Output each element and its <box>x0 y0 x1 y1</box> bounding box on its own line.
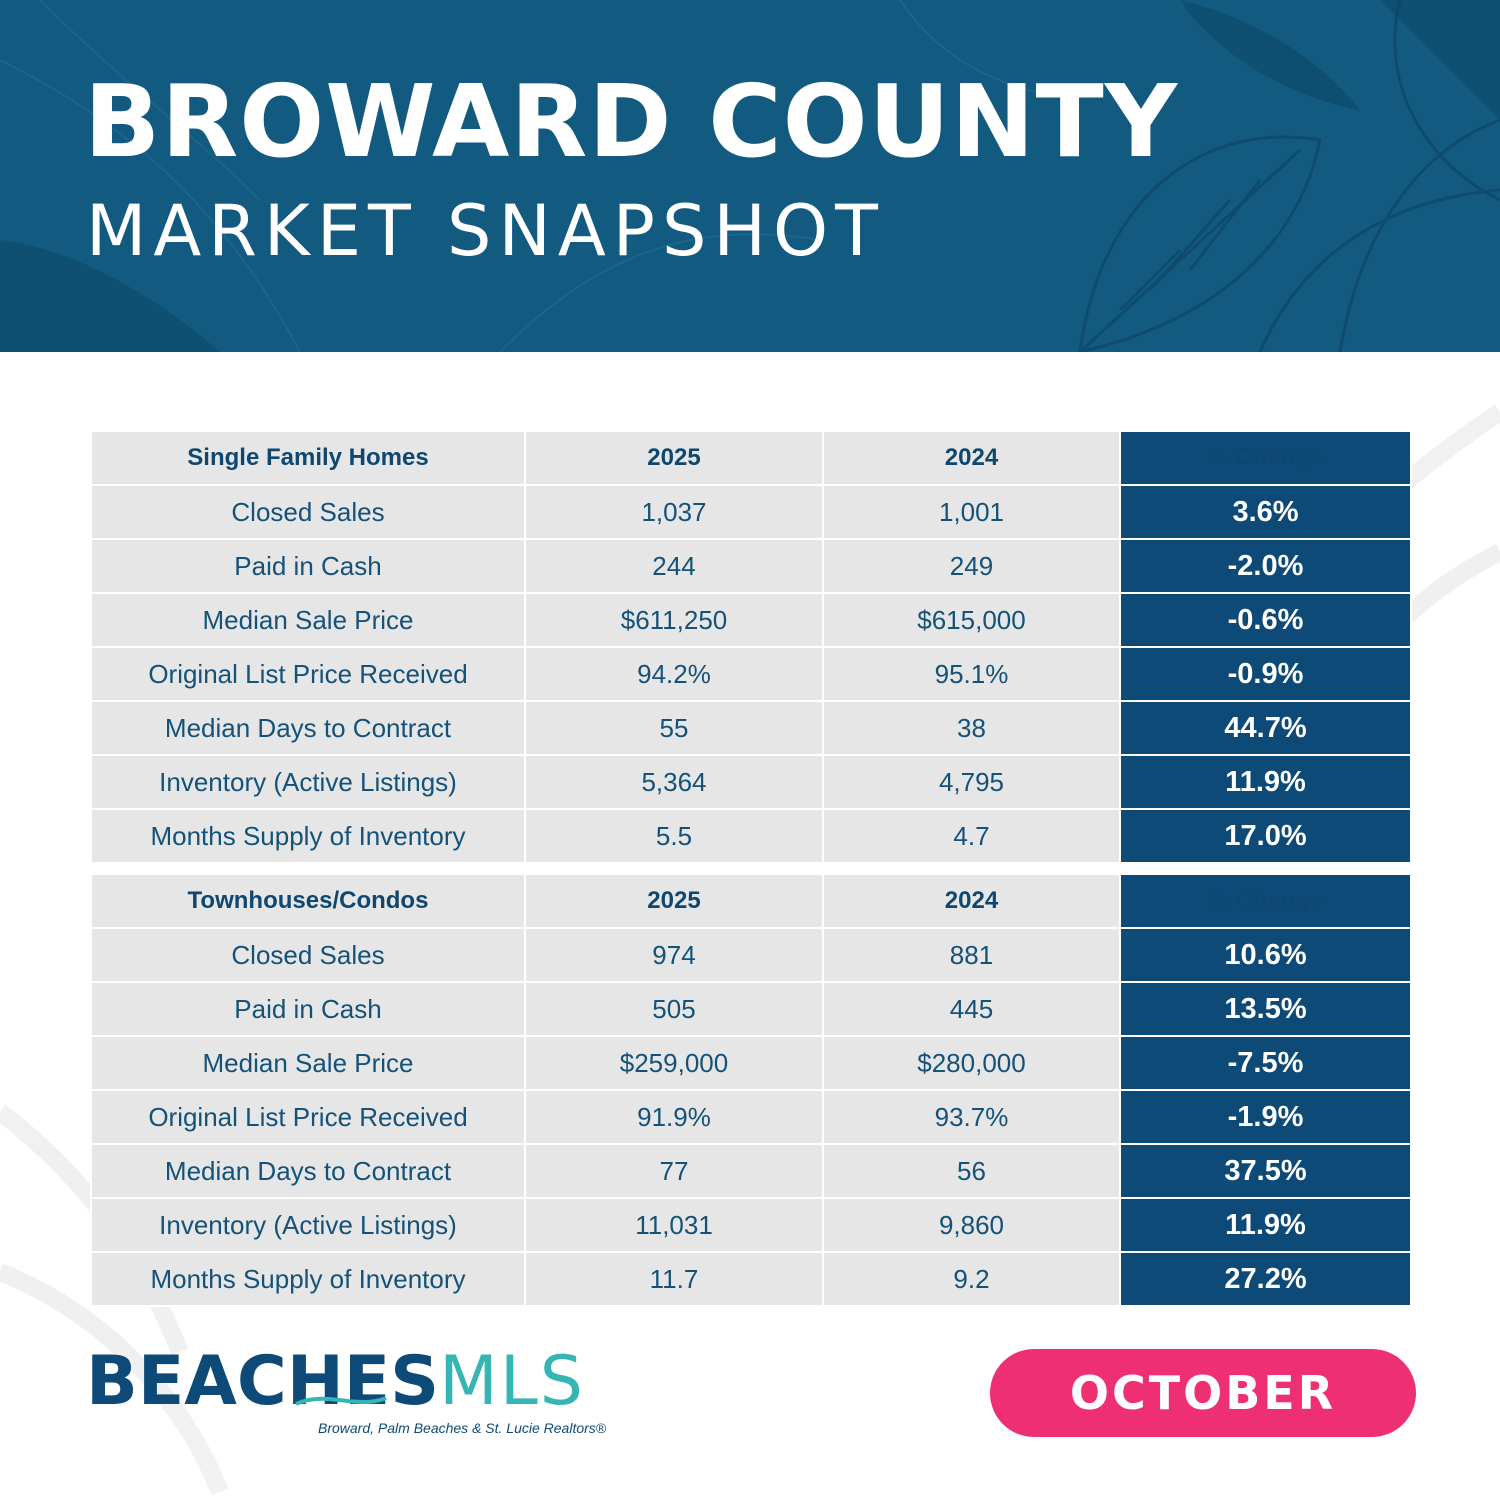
value-2025-cell: 974 <box>524 927 824 983</box>
table-header-row: Single Family Homes 2025 2024% Change <box>90 430 1412 486</box>
value-2024-cell: 1,001 <box>822 484 1121 540</box>
change-cell: 37.5% <box>1119 1143 1412 1199</box>
value-2024-cell: 249 <box>822 538 1121 594</box>
table-row: Paid in Cash 505 445 13.5% <box>90 981 1412 1037</box>
table-row: Original List Price Received 91.9% 93.7% -1… <box>90 1089 1412 1145</box>
table-row: Closed Sales 974 881 10.6% <box>90 927 1412 983</box>
page-subtitle: MARKET SNAPSHOT <box>86 190 885 272</box>
value-2024-cell: 9,860 <box>822 1197 1121 1253</box>
metric-cell: Inventory (Active Listings) <box>90 1197 526 1253</box>
header-banner: BROWARD COUNTY MARKET SNAPSHOT <box>0 0 1500 352</box>
table-row: Inventory (Active Listings) 11,031 9,860 11… <box>90 1197 1412 1253</box>
value-2025-cell: $611,250 <box>524 592 824 648</box>
change-cell: 3.6% <box>1119 484 1412 540</box>
value-2025-cell: 55 <box>524 700 824 756</box>
logo-beaches: BEACHES <box>86 1342 440 1421</box>
wave-icon <box>295 1396 387 1406</box>
table-row: Months Supply of Inventory 11.7 9.2 27.2% <box>90 1251 1412 1307</box>
month-badge: OCTOBER <box>990 1349 1416 1437</box>
metric-cell: Months Supply of Inventory <box>90 808 526 864</box>
metric-cell: Original List Price Received <box>90 1089 526 1145</box>
metric-cell: Paid in Cash <box>90 538 526 594</box>
change-cell: 27.2% <box>1119 1251 1412 1307</box>
metric-cell: Median Sale Price <box>90 592 526 648</box>
table-row: Closed Sales 1,037 1,001 3.6% <box>90 484 1412 540</box>
table-row: Median Sale Price $611,250 $615,000 -0.6% <box>90 592 1412 648</box>
change-cell: 11.9% <box>1119 754 1412 810</box>
logo-tagline: Broward, Palm Beaches & St. Lucie Realto… <box>318 1420 607 1436</box>
metric-cell: Inventory (Active Listings) <box>90 754 526 810</box>
change-cell: 10.6% <box>1119 927 1412 983</box>
value-2024-cell: 9.2 <box>822 1251 1121 1307</box>
townhouses-table: Townhouses/Condos 2025 2024% Change Closed … <box>90 873 1412 1307</box>
table-row: Inventory (Active Listings) 5,364 4,795 11.… <box>90 754 1412 810</box>
table-row: Original List Price Received 94.2% 95.1% -0… <box>90 646 1412 702</box>
value-2024-cell: 4,795 <box>822 754 1121 810</box>
change-cell: 44.7% <box>1119 700 1412 756</box>
table-row: Median Sale Price $259,000 $280,000 -7.5% <box>90 1035 1412 1091</box>
value-2025-cell: 11,031 <box>524 1197 824 1253</box>
change-cell: -2.0% <box>1119 538 1412 594</box>
column-header: % Change <box>1119 430 1412 486</box>
change-cell: -0.6% <box>1119 592 1412 648</box>
column-header: Townhouses/Condos <box>90 873 526 929</box>
metric-cell: Median Days to Contract <box>90 1143 526 1199</box>
beaches-mls-logo: BEACHESMLS Broward, Palm Beaches & St. L… <box>86 1348 606 1437</box>
table-row: Median Days to Contract 55 38 44.7% <box>90 700 1412 756</box>
column-header: 2025 <box>524 873 824 929</box>
value-2024-cell: 95.1% <box>822 646 1121 702</box>
table-row: Months Supply of Inventory 5.5 4.7 17.0% <box>90 808 1412 864</box>
metric-cell: Months Supply of Inventory <box>90 1251 526 1307</box>
value-2024-cell: $280,000 <box>822 1035 1121 1091</box>
value-2025-cell: 5.5 <box>524 808 824 864</box>
value-2024-cell: 93.7% <box>822 1089 1121 1145</box>
value-2024-cell: 56 <box>822 1143 1121 1199</box>
metric-cell: Closed Sales <box>90 484 526 540</box>
change-cell: 11.9% <box>1119 1197 1412 1253</box>
value-2025-cell: 91.9% <box>524 1089 824 1145</box>
change-cell: -7.5% <box>1119 1035 1412 1091</box>
metric-cell: Paid in Cash <box>90 981 526 1037</box>
value-2025-cell: 77 <box>524 1143 824 1199</box>
value-2025-cell: 505 <box>524 981 824 1037</box>
value-2024-cell: 38 <box>822 700 1121 756</box>
metric-cell: Original List Price Received <box>90 646 526 702</box>
change-cell: 13.5% <box>1119 981 1412 1037</box>
column-header: 2025 <box>524 430 824 486</box>
value-2024-cell: $615,000 <box>822 592 1121 648</box>
logo-wordmark: BEACHESMLS <box>86 1348 585 1416</box>
page-title: BROWARD COUNTY <box>84 63 1179 180</box>
value-2025-cell: 5,364 <box>524 754 824 810</box>
table-header-row: Townhouses/Condos 2025 2024% Change <box>90 873 1412 929</box>
metric-cell: Median Days to Contract <box>90 700 526 756</box>
value-2025-cell: 11.7 <box>524 1251 824 1307</box>
change-cell: -0.9% <box>1119 646 1412 702</box>
metric-cell: Closed Sales <box>90 927 526 983</box>
logo-mls: MLS <box>439 1342 585 1421</box>
value-2025-cell: 94.2% <box>524 646 824 702</box>
change-cell: -1.9% <box>1119 1089 1412 1145</box>
value-2024-cell: 445 <box>822 981 1121 1037</box>
column-header: Single Family Homes <box>90 430 526 486</box>
value-2025-cell: $259,000 <box>524 1035 824 1091</box>
column-header: % Change <box>1119 873 1412 929</box>
single-family-table: Single Family Homes 2025 2024% Change Close… <box>90 430 1412 864</box>
metric-cell: Median Sale Price <box>90 1035 526 1091</box>
value-2024-cell: 4.7 <box>822 808 1121 864</box>
change-cell: 17.0% <box>1119 808 1412 864</box>
value-2025-cell: 244 <box>524 538 824 594</box>
value-2024-cell: 881 <box>822 927 1121 983</box>
column-header: 2024 <box>822 873 1121 929</box>
column-header: 2024 <box>822 430 1121 486</box>
palm-leaves-decoration <box>0 0 1500 352</box>
table-row: Median Days to Contract 77 56 37.5% <box>90 1143 1412 1199</box>
value-2025-cell: 1,037 <box>524 484 824 540</box>
table-row: Paid in Cash 244 249 -2.0% <box>90 538 1412 594</box>
